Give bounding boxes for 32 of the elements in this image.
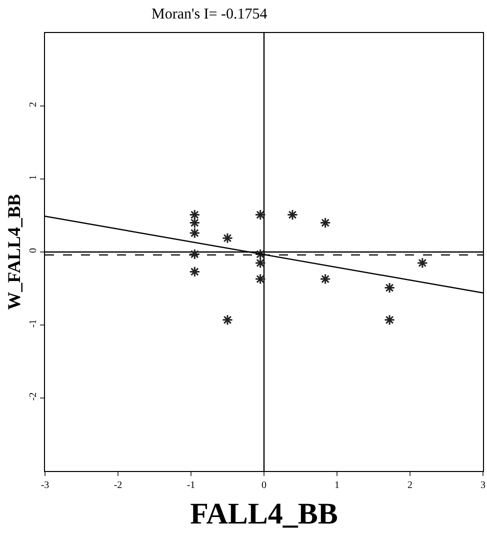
point <box>254 248 266 260</box>
point <box>189 227 200 239</box>
y-tick-label: -2 <box>28 392 39 401</box>
point <box>320 273 331 285</box>
chart-title: Moran's I= -0.1754 <box>152 6 268 23</box>
point <box>384 314 396 326</box>
point <box>286 209 298 220</box>
point <box>416 257 428 268</box>
x-tick-label: 2 <box>408 480 412 492</box>
x-tick-label: 0 <box>262 480 266 492</box>
x-tick-label: -3 <box>40 480 50 492</box>
x-tick-label: -1 <box>186 480 196 492</box>
point <box>254 209 266 220</box>
point <box>189 217 200 228</box>
point <box>254 257 266 268</box>
point <box>384 282 396 294</box>
point <box>320 217 331 228</box>
x-tick-label: -2 <box>114 480 122 492</box>
point <box>222 232 234 244</box>
x-tick-label: 3 <box>480 480 486 492</box>
point <box>189 266 200 278</box>
y-tick-label: 1 <box>28 175 39 180</box>
y-tick-label: 2 <box>28 102 39 107</box>
y-tick-label: 0 <box>28 248 39 253</box>
x-axis-title: FALL4_BB <box>190 498 338 531</box>
point <box>189 248 200 260</box>
x-tick-label: 1 <box>334 480 340 492</box>
point <box>189 209 200 220</box>
y-axis-title: W_FALL4_BB <box>4 194 24 310</box>
y-tick-label: -1 <box>28 319 39 328</box>
point <box>222 314 234 326</box>
point <box>254 273 266 285</box>
